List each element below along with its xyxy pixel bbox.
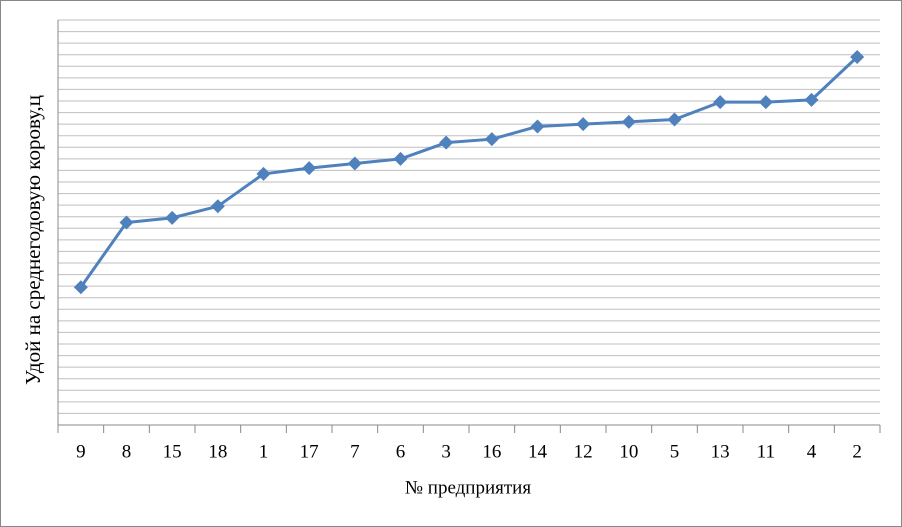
x-tick-label: 17 — [300, 441, 319, 462]
x-tick-label: 10 — [619, 441, 638, 462]
x-tick-label: 14 — [528, 441, 548, 462]
point-marker — [256, 166, 271, 181]
point-marker — [713, 95, 728, 110]
y-axis-label: Удой на среднегодовую корову,ц — [21, 95, 45, 385]
point-marker — [119, 215, 134, 230]
point-marker — [530, 119, 545, 134]
point-marker — [393, 151, 408, 166]
point-marker — [210, 199, 225, 214]
point-marker — [165, 210, 180, 225]
point-marker — [439, 135, 454, 150]
x-tick-label: 12 — [574, 441, 593, 462]
point-marker — [758, 95, 773, 110]
point-marker — [804, 92, 819, 107]
x-tick-label: 13 — [711, 441, 730, 462]
x-axis-label: № предприятия — [405, 477, 531, 498]
x-tick-label: 1 — [259, 441, 269, 462]
x-tick-label: 5 — [670, 441, 680, 462]
point-marker — [850, 50, 865, 65]
x-tick-label: 18 — [208, 441, 227, 462]
x-tick-label: 4 — [807, 441, 817, 462]
x-tick-label: 8 — [122, 441, 132, 462]
point-marker — [621, 114, 636, 129]
x-tick-label: 11 — [757, 441, 775, 462]
point-marker — [576, 117, 591, 132]
point-marker — [347, 156, 362, 171]
x-tick-label: 16 — [482, 441, 501, 462]
point-marker — [302, 161, 317, 176]
x-tick-label: 3 — [441, 441, 451, 462]
x-tick-label: 9 — [76, 441, 86, 462]
line — [79, 55, 859, 289]
x-tick-label: 6 — [396, 441, 406, 462]
point-marker — [667, 112, 682, 127]
point-marker — [73, 280, 88, 295]
point-marker — [484, 132, 499, 147]
x-tick-label: 15 — [163, 441, 182, 462]
x-tick-label: 7 — [350, 441, 360, 462]
x-tick-label: 2 — [852, 441, 862, 462]
